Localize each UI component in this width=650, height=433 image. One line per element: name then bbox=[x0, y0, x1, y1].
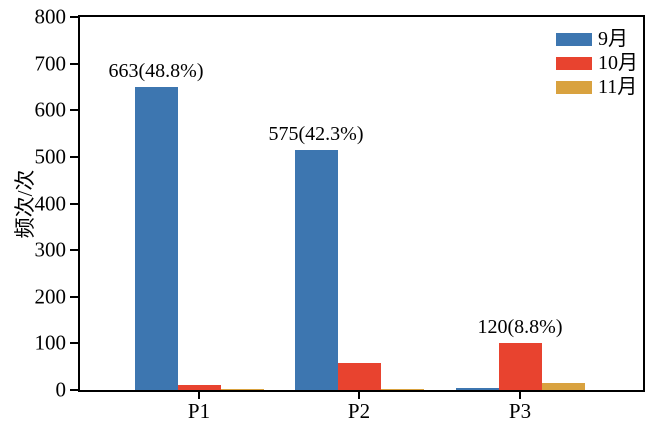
y-axis-tick bbox=[70, 295, 78, 298]
y-axis-tick bbox=[70, 62, 78, 65]
legend: 9月 10月 11月 bbox=[556, 27, 638, 99]
bar-p3-month-11 bbox=[541, 383, 585, 390]
y-axis-tick bbox=[70, 16, 78, 18]
y-axis-tick bbox=[70, 342, 78, 345]
x-axis-tick-label: P3 bbox=[508, 399, 532, 423]
y-axis-tick-label: 200 bbox=[34, 284, 67, 309]
legend-label: 9月 bbox=[598, 28, 628, 50]
x-axis-tick bbox=[198, 392, 200, 399]
bar-total-label: 663(48.8%) bbox=[108, 59, 204, 82]
y-axis-tick bbox=[70, 155, 78, 158]
y-axis-tick-label: 800 bbox=[34, 4, 67, 29]
y-axis-tick bbox=[70, 109, 78, 112]
bar-p3-month-10 bbox=[498, 342, 542, 390]
legend-swatch-icon bbox=[556, 56, 592, 70]
legend-swatch-icon bbox=[556, 32, 592, 46]
y-axis-tick-label: 100 bbox=[34, 330, 67, 355]
bar-p1-month-11 bbox=[220, 388, 264, 390]
y-axis-tick bbox=[70, 389, 78, 391]
legend-label: 10月 bbox=[598, 52, 638, 74]
y-axis-tick bbox=[70, 249, 78, 252]
y-axis-tick-label: 500 bbox=[34, 144, 67, 169]
legend-item: 9月 bbox=[556, 27, 638, 51]
bar-p2-month-11 bbox=[380, 388, 424, 390]
bar-total-label: 120(8.8%) bbox=[477, 315, 563, 338]
legend-item: 10月 bbox=[556, 51, 638, 75]
y-axis-tick-label: 0 bbox=[55, 377, 67, 402]
legend-swatch-icon bbox=[556, 80, 592, 94]
x-axis-tick bbox=[519, 392, 521, 399]
y-axis-tick bbox=[70, 202, 78, 205]
bar-p3-month-9 bbox=[455, 388, 499, 390]
y-axis-tick-label: 600 bbox=[34, 97, 67, 122]
y-axis-tick-label: 300 bbox=[34, 237, 67, 262]
bar-p2-month-10 bbox=[337, 363, 381, 390]
legend-label: 11月 bbox=[598, 76, 638, 98]
bar-p1-month-9 bbox=[134, 86, 178, 390]
bar-p1-month-10 bbox=[177, 385, 221, 390]
x-axis-tick-label: P2 bbox=[347, 399, 371, 423]
x-axis-tick-label: P1 bbox=[187, 399, 211, 423]
bar-p2-month-9 bbox=[294, 149, 338, 390]
bar-total-label: 575(42.3%) bbox=[268, 122, 364, 145]
legend-item: 11月 bbox=[556, 75, 638, 99]
y-axis-tick-label: 700 bbox=[34, 51, 67, 76]
x-axis-tick bbox=[358, 392, 360, 399]
y-axis-tick-label: 400 bbox=[34, 191, 67, 215]
